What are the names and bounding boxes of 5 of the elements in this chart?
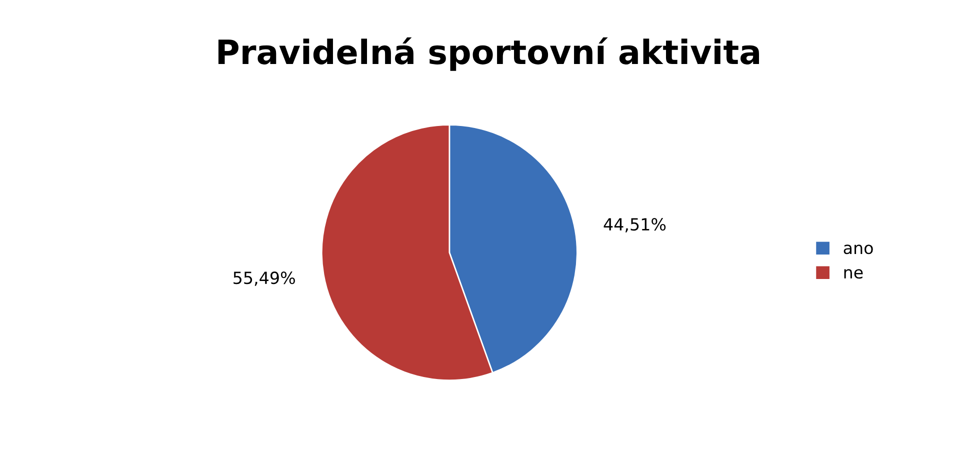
data-label: 44,51% [604, 218, 666, 232]
legend-label: ano [844, 244, 873, 254]
chart-title: Pravidelná sportovní aktivita [218, 37, 759, 71]
legend-label: ne [844, 269, 863, 279]
data-label: 55,49% [234, 272, 295, 286]
